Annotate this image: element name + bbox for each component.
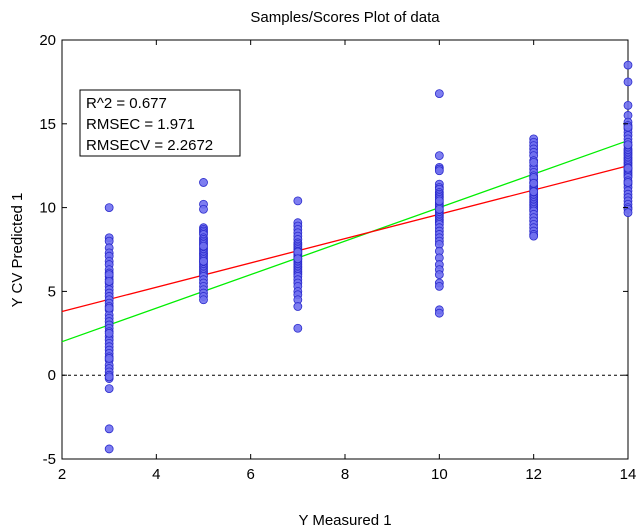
- data-point: [104, 203, 114, 213]
- x-tick-label: 8: [341, 466, 349, 483]
- data-point: [293, 254, 303, 264]
- data-point: [434, 166, 444, 176]
- stats-rmsecv: RMSECV = 2.2672: [86, 137, 213, 154]
- chart-title: Samples/Scores Plot of data: [250, 9, 440, 26]
- x-tick-label: 12: [525, 466, 542, 483]
- data-point: [104, 424, 114, 434]
- stats-rmsec: RMSEC = 1.971: [86, 116, 195, 133]
- data-point: [104, 354, 114, 363]
- data-point: [529, 187, 539, 197]
- data-point: [623, 77, 633, 87]
- x-axis-title: Y Measured 1: [298, 512, 391, 529]
- stats-box: R^2 = 0.677 RMSEC = 1.971 RMSECV = 2.267…: [79, 89, 241, 157]
- y-tick-label: -5: [43, 451, 56, 468]
- data-point: [434, 270, 444, 280]
- y-tick-label: 0: [48, 367, 56, 384]
- data-point: [104, 328, 114, 338]
- data-point: [104, 384, 114, 394]
- stats-box-frame: [79, 89, 241, 157]
- data-points: [104, 60, 633, 454]
- data-point: [293, 196, 303, 206]
- data-point: [199, 256, 208, 266]
- data-point: [529, 231, 539, 241]
- data-point: [623, 163, 633, 173]
- stats-r2: R^2 = 0.677: [86, 95, 167, 112]
- data-point: [434, 204, 444, 214]
- x-tick-label: 6: [246, 466, 254, 483]
- data-point: [434, 308, 444, 318]
- x-tick-label: 10: [431, 466, 448, 483]
- x-tick-label: 2: [58, 466, 66, 483]
- y-tick-label: 10: [39, 200, 56, 217]
- y-axis-title: Y CV Predicted 1: [9, 193, 26, 308]
- data-point: [623, 140, 633, 150]
- data-point: [104, 372, 114, 382]
- data-point: [293, 302, 303, 311]
- data-point: [104, 276, 114, 286]
- data-point: [434, 151, 444, 161]
- data-point: [434, 89, 444, 99]
- data-point: [199, 204, 208, 214]
- data-point: [623, 60, 633, 70]
- x-tick-label: 4: [152, 466, 160, 483]
- y-tick-label: 5: [48, 283, 56, 300]
- y-tick-label: 20: [39, 32, 56, 49]
- data-point: [293, 323, 303, 333]
- data-point: [434, 196, 444, 206]
- data-point: [623, 178, 633, 187]
- y-tick-label: 15: [39, 116, 56, 133]
- data-point: [434, 281, 444, 291]
- x-tick-label: 14: [620, 466, 637, 483]
- data-point: [104, 303, 114, 313]
- data-point: [199, 241, 208, 251]
- data-point: [529, 178, 539, 188]
- data-point: [623, 208, 633, 218]
- data-point: [623, 122, 633, 132]
- axis-ticks: 2 4 6 8 10 12 14 -5 0 5 10 15 20: [39, 32, 636, 483]
- data-point: [104, 444, 114, 454]
- data-point: [199, 295, 208, 305]
- data-point: [623, 100, 633, 110]
- data-point: [529, 157, 539, 167]
- data-point: [199, 178, 208, 187]
